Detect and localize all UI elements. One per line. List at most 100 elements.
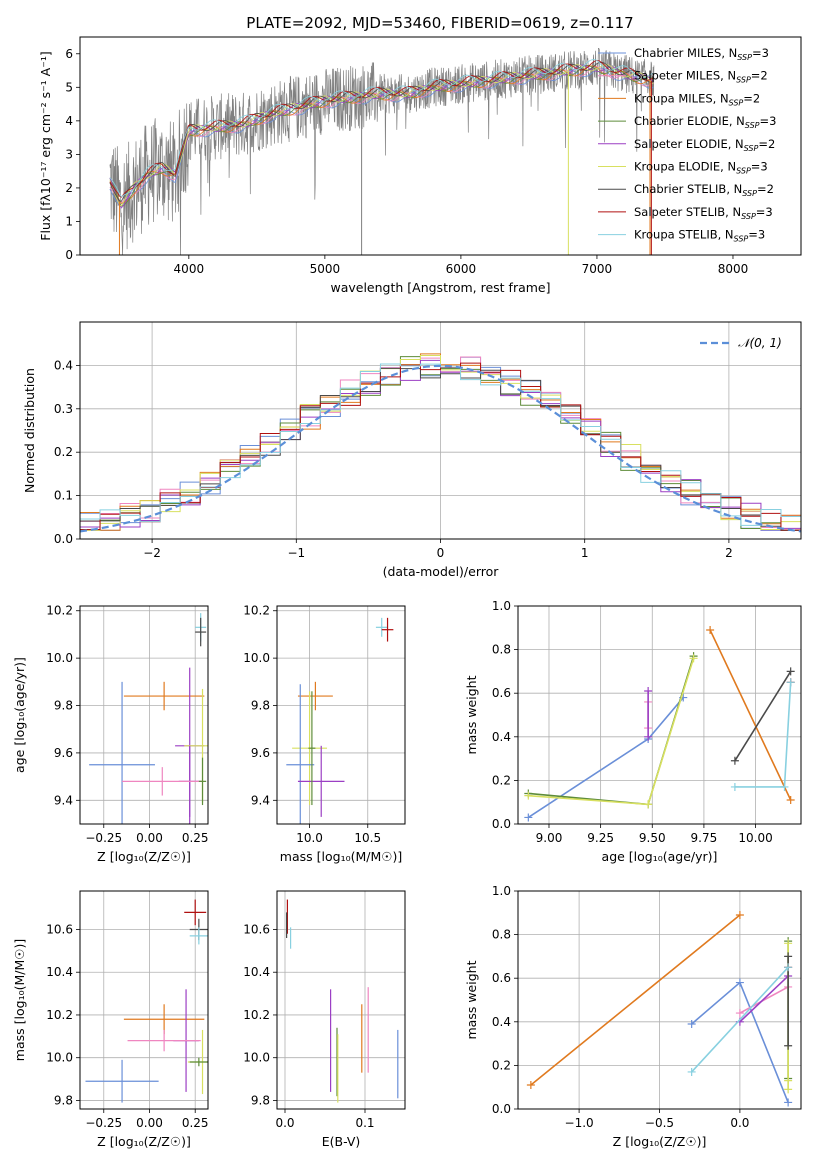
axes-frame: [79, 36, 802, 256]
weight-marker: [644, 800, 653, 809]
y-tick-label: 0.1: [54, 489, 73, 503]
y-tick-label: 0.0: [492, 817, 511, 831]
legend-label: Salpeter STELIB, NSSP=3: [634, 205, 773, 221]
weight-series: [687, 963, 793, 1076]
weight-series: [526, 910, 744, 1090]
x-tick-label: −1: [287, 546, 305, 560]
error-bar-point: [308, 691, 316, 806]
figure-title: PLATE=2092, MJD=53460, FIBERID=0619, z=0…: [246, 14, 633, 32]
y-tick-label: 9.8: [251, 699, 270, 713]
weight-series: [730, 667, 795, 765]
x-tick-label: 8000: [718, 262, 749, 276]
x-axis-label: age [log₁₀(age/yr)]: [602, 849, 718, 864]
panel-mass_vs_Z: −0.25 0.00 0.25 9.8 10.0 10.2 10.4 10.6 Z [log₁₀…: [12, 890, 209, 1149]
weight-series-line: [530, 914, 741, 1086]
overlay-residuals: −2 −1 0 1 2 0.0 0.1 0.2 0.3 0.4 (data-model)/error…: [22, 321, 802, 579]
x-axis-label: E(B-V): [322, 1134, 361, 1149]
legend-label: Kroupa STELIB, NSSP=3: [634, 228, 765, 244]
axes-frame: [276, 605, 406, 825]
weight-marker: [784, 1076, 793, 1085]
overlay-mass_vs_EBV: 0.0 0.1 9.8 10.0 10.2 10.4 10.6 E(B-V): [243, 890, 406, 1149]
axes-frame: [79, 890, 209, 1110]
plot-area-spectrum: [109, 47, 655, 255]
x-tick-label: 9.75: [691, 831, 718, 845]
error-bar-point: [189, 1057, 208, 1067]
x-tick-label: −0.25: [85, 1116, 122, 1130]
y-tick-label: 0.0: [54, 532, 73, 546]
x-tick-label: 0.0: [730, 1116, 749, 1130]
y-tick-label: 3: [65, 147, 73, 161]
weight-series: [644, 687, 653, 741]
x-tick-label: 9.50: [639, 831, 666, 845]
error-bar-point: [85, 1059, 159, 1103]
y-axis-label: Flux [fλ10⁻¹⁷ erg cm⁻² s⁻¹ A⁻¹]: [38, 51, 53, 240]
error-bar-point: [198, 757, 207, 806]
error-bar-point: [286, 684, 315, 824]
gaussian-reference-line: [80, 364, 801, 533]
overlay-mass_vs_Z: −0.25 0.00 0.25 9.8 10.0 10.2 10.4 10.6 Z [log₁₀…: [12, 890, 209, 1149]
y-tick-label: 0.6: [492, 971, 511, 985]
weight-marker: [786, 796, 795, 805]
error-bar-point: [297, 745, 345, 817]
weight-marker: [784, 1041, 793, 1050]
panel-age_vs_Z: −0.25 0.00 0.25 9.4 9.6 9.8 10.0 10.2 Z [log₁₀(Z…: [12, 604, 209, 864]
overlay-age_vs_mass: 10.0 10.5 9.4 9.6 9.8 10.0 10.2 mass [log₁₀(M/M…: [243, 604, 406, 864]
y-tick-label: 0.0: [492, 1102, 511, 1116]
plot-area-mass_vs_Z: [85, 899, 208, 1103]
weight-marker: [784, 939, 793, 948]
weight-marker: [687, 1067, 696, 1076]
y-axis-label: mass [log₁₀(M/M☉)]: [12, 939, 27, 1061]
panel-weight_vs_Z: −1.0 −0.5 0.0 0.0 0.2 0.4 0.6 0.8 1.0 Z [log₁₀(Z/…: [464, 884, 802, 1149]
y-tick-label: 4: [65, 114, 73, 128]
observed-spectrum-line: [109, 47, 655, 255]
y-tick-label: 9.6: [251, 746, 270, 760]
axes-frame: [517, 605, 802, 825]
weight-marker: [784, 1085, 793, 1094]
plot-area-weight_vs_age: [524, 625, 795, 822]
error-bar-point: [123, 681, 205, 711]
panel-age_vs_mass: 10.0 10.5 9.4 9.6 9.8 10.0 10.2 mass [log₁₀(M/M…: [243, 604, 406, 864]
y-tick-label: 0.4: [54, 358, 73, 372]
weight-series: [735, 972, 793, 1026]
weight-marker: [730, 782, 739, 791]
x-tick-label: 2: [725, 546, 733, 560]
y-tick-label: 9.8: [251, 1093, 270, 1107]
error-bar-point: [189, 927, 208, 945]
y-tick-label: 10.0: [243, 1051, 270, 1065]
weight-marker: [524, 791, 533, 800]
y-tick-label: 10.2: [243, 1008, 270, 1022]
error-bar-point: [375, 617, 388, 637]
overlay-weight_vs_age: 9.00 9.25 9.50 9.75 10.00 0.0 0.2 0.4 0.6 0.8 1.0 a…: [464, 599, 802, 864]
y-tick-label: 9.6: [54, 746, 73, 760]
y-tick-label: 0.2: [492, 1058, 511, 1072]
y-tick-label: 1: [65, 214, 73, 228]
plot-area-age_vs_Z: [89, 613, 208, 824]
y-tick-label: 0.4: [492, 1015, 511, 1029]
panel-mass_vs_EBV: 0.0 0.1 9.8 10.0 10.2 10.4 10.6 E(B-V): [243, 890, 406, 1149]
x-tick-label: 7000: [582, 262, 613, 276]
weight-series-line: [734, 670, 792, 762]
weight-marker: [730, 756, 739, 765]
y-tick-label: 10.0: [243, 651, 270, 665]
x-axis-label: Z [log₁₀(Z/Z☉)]: [97, 1134, 191, 1149]
y-tick-label: 10.4: [46, 965, 73, 979]
y-tick-label: 0.8: [492, 928, 511, 942]
weight-marker: [780, 782, 789, 791]
weight-series: [730, 678, 795, 791]
overlay-spectrum: 4000 5000 6000 7000 8000 0 1 2 3 4 5 6 wavelength [A…: [38, 36, 802, 295]
error-bar-point: [381, 617, 394, 642]
y-tick-label: 0.2: [54, 445, 73, 459]
model-spectrum-line: [109, 59, 654, 198]
weight-marker: [735, 978, 744, 987]
x-tick-label: 4000: [174, 262, 205, 276]
axes-frame: [79, 605, 209, 825]
error-bar-point: [195, 617, 207, 647]
weight-marker: [706, 625, 715, 634]
weight-marker: [786, 667, 795, 676]
plot-area-residuals: [80, 353, 801, 539]
plot-area-mass_vs_EBV: [286, 899, 399, 1103]
panel-weight_vs_age: 9.00 9.25 9.50 9.75 10.00 0.0 0.2 0.4 0.6 0.8 1.0 a…: [464, 599, 802, 864]
x-tick-label: 10.0: [296, 831, 323, 845]
y-tick-label: 9.4: [251, 793, 270, 807]
x-tick-label: 0.1: [355, 1116, 374, 1130]
